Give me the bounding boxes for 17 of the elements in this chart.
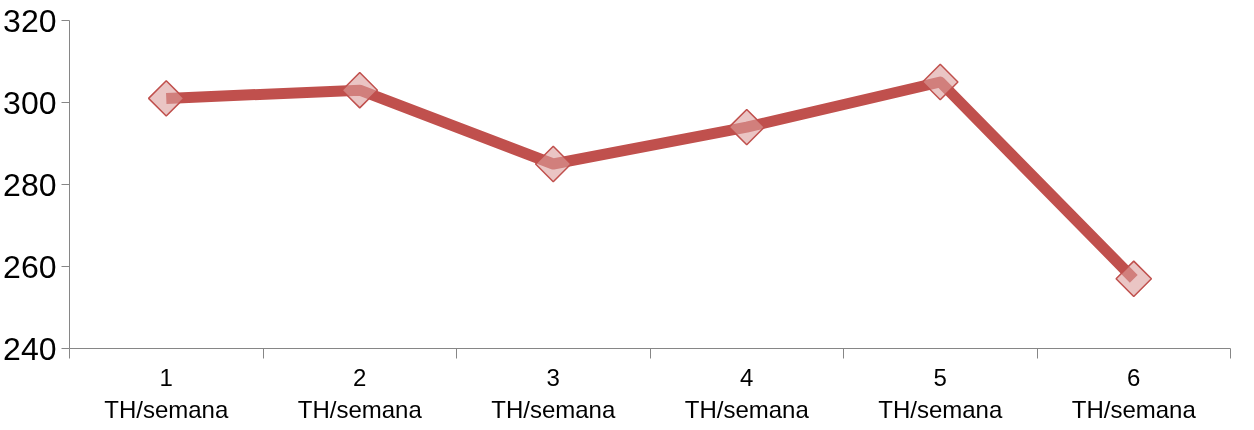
point — [921, 63, 959, 101]
point — [341, 71, 379, 109]
point — [1115, 260, 1153, 298]
y-tick-label: 240 — [3, 330, 57, 367]
x-tick-label: 1 TH/semana — [104, 363, 229, 423]
x-tick-label: 4 TH/semana — [684, 363, 810, 423]
y-tick-label: 320 — [3, 2, 57, 39]
point — [534, 145, 572, 183]
x-tick-label: 6 TH/semana — [1071, 363, 1197, 423]
point — [728, 108, 766, 146]
y-tick-label: 280 — [3, 166, 57, 203]
x-tick-label: 3 TH/semana — [491, 363, 616, 423]
y-tick-label: 260 — [3, 248, 57, 285]
point — [147, 79, 185, 117]
x-tick-label: 2 TH/semana — [297, 363, 423, 423]
y-tick-label: 300 — [3, 84, 57, 121]
x-tick-label: 5 TH/semana — [878, 363, 1003, 423]
